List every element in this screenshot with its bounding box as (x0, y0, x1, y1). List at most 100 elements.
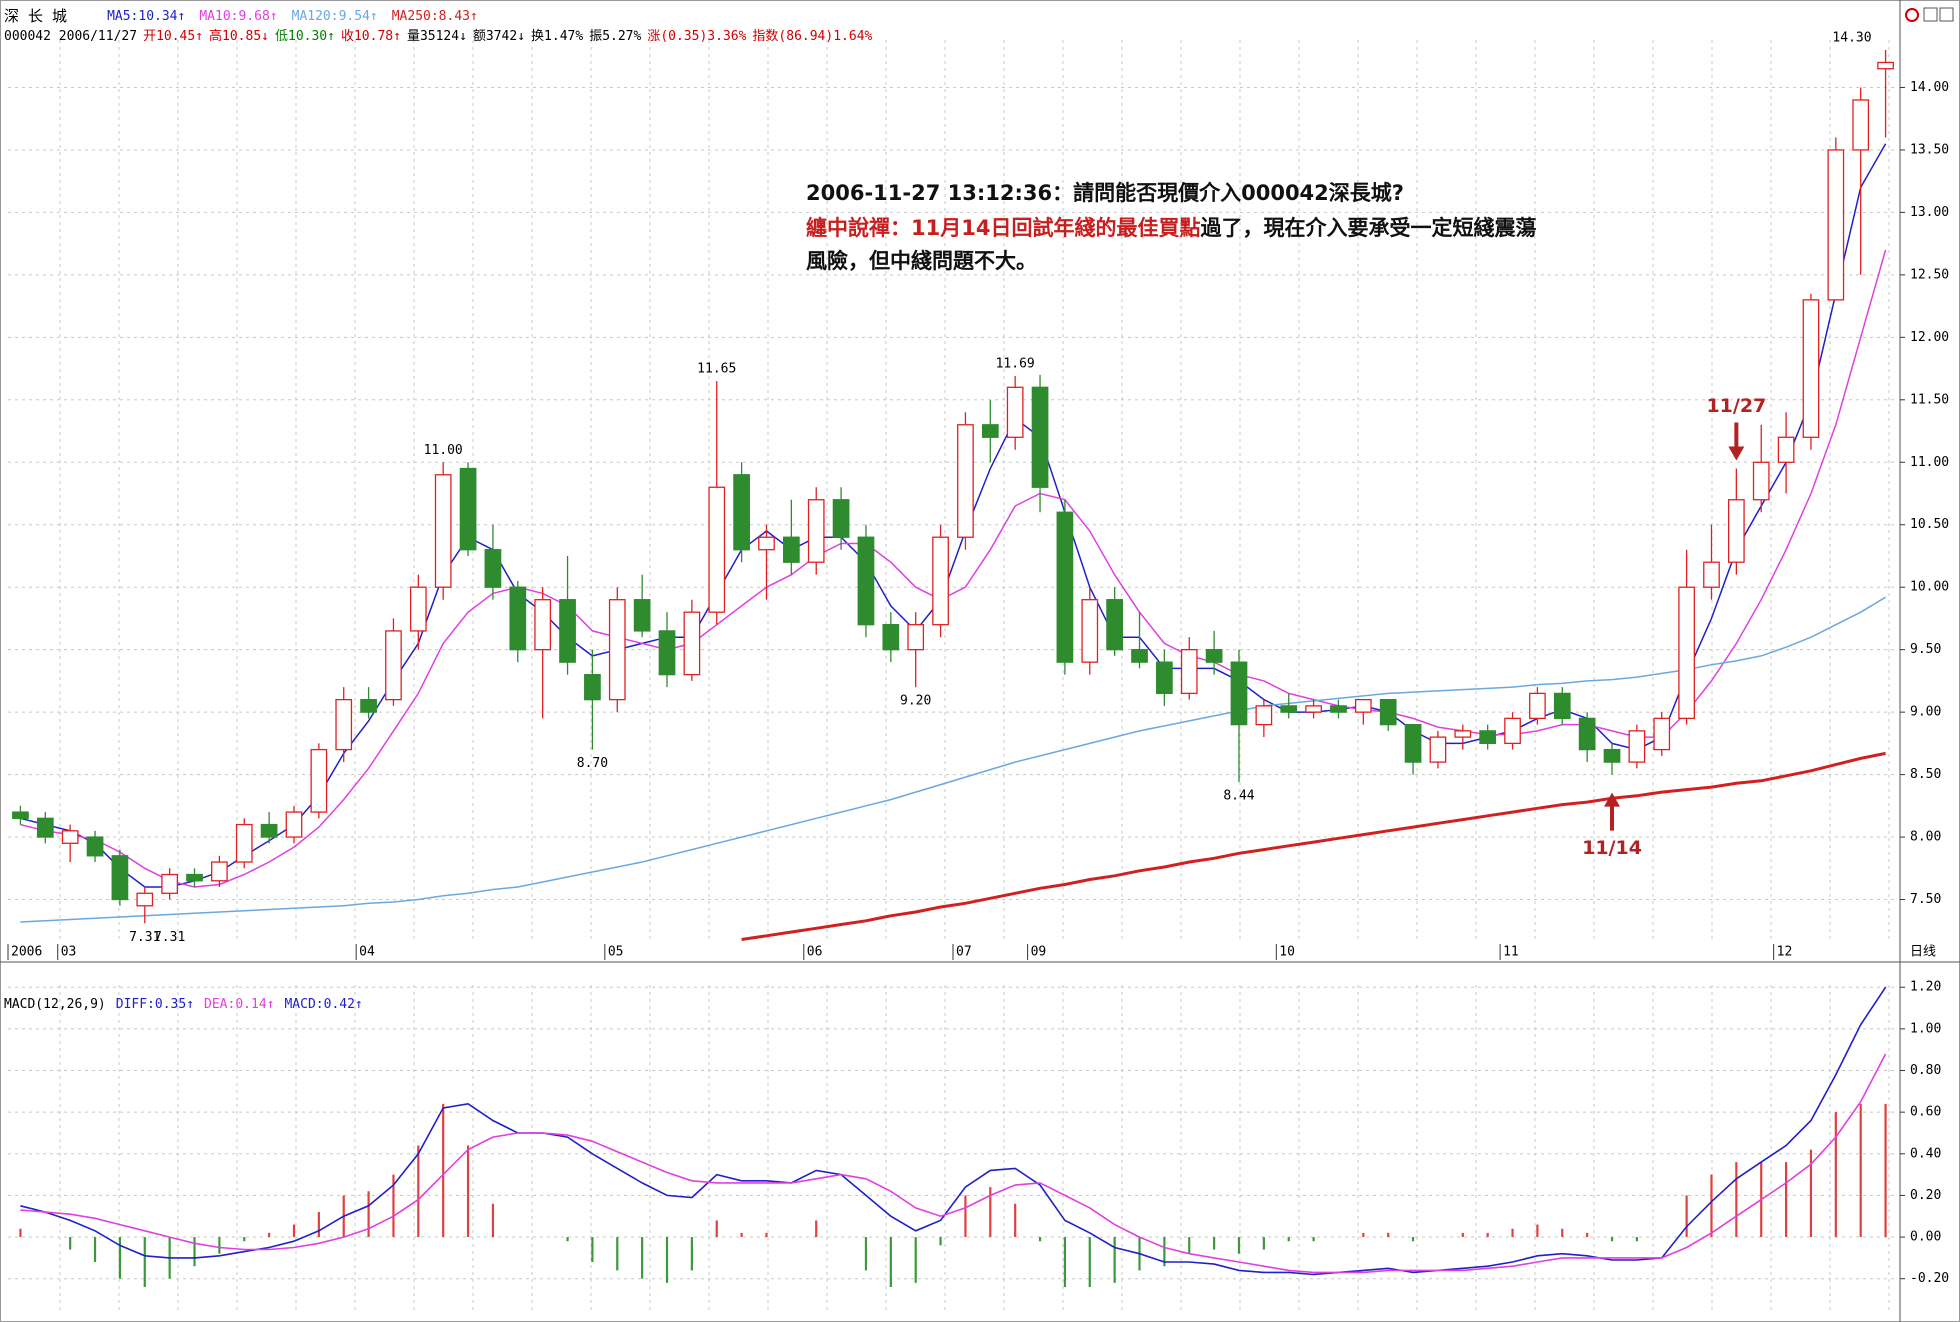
macd-header: MACD(12,26,9) DIFF:0.35↑ DEA:0.14↑ MACD:0.4… (4, 997, 363, 1012)
y-tick-label: 13.50 (1910, 142, 1949, 157)
legend-entry: MA5:10.34↑ (107, 9, 185, 24)
candle-body (61, 830, 79, 844)
legend-entry: MA250:8.43↑ (392, 9, 478, 24)
price-annotation: 8.44 (1223, 789, 1254, 804)
candle-body (1156, 661, 1173, 695)
y-tick-label: -0.20 (1910, 1271, 1949, 1286)
x-tick-label: 04 (359, 945, 375, 960)
candle-body (260, 823, 278, 838)
y-tick-label: 0.60 (1910, 1105, 1941, 1120)
price-annotation: 7.31 (154, 930, 185, 945)
candle-body (1180, 649, 1198, 695)
candle-body (1230, 661, 1248, 726)
toolbar-icons[interactable] (1905, 7, 1954, 22)
candle-body (981, 424, 999, 438)
x-tick-label: 09 (1031, 945, 1047, 960)
stock-header: 深 长 城 MA5:10.34↑ MA10:9.68↑ MA120:9.54↑ MA25… (4, 7, 478, 25)
ma-line (20, 596, 1886, 923)
quote-field: 换1.47% (531, 29, 583, 44)
candle-body (1255, 705, 1273, 726)
price-annotation: 7.31 (129, 930, 160, 945)
candle-body (1429, 736, 1447, 763)
y-tick-label: 8.50 (1910, 767, 1941, 782)
legend-entry: MA120:9.54↑ (292, 9, 378, 24)
candle-body (782, 536, 800, 563)
candle-body (1006, 386, 1024, 438)
candle-body (86, 836, 104, 857)
icon-anchor[interactable] (1905, 8, 1919, 22)
candle-body (683, 611, 701, 676)
quote-field: 000042 2006/11/27 (4, 29, 137, 44)
candle-body (807, 499, 825, 563)
y-tick-label: 9.50 (1910, 642, 1941, 657)
quote-field: 额3742↓ (473, 29, 525, 44)
candle-body (12, 811, 29, 819)
candle-body (1802, 299, 1820, 438)
candle-body (1578, 717, 1596, 751)
candle-body (832, 499, 850, 538)
candle-body (1131, 649, 1148, 663)
stock-name: 深 长 城 (4, 7, 67, 25)
candle-body (1727, 499, 1745, 563)
comment-line: 風險，但中綫問題不大。 (806, 249, 1037, 273)
candle-body (1056, 511, 1074, 663)
quote-field: 量35124↓ (407, 29, 467, 44)
candle-body (385, 630, 402, 701)
period-label: 日线 (1910, 945, 1936, 960)
y-tick-label: 11.00 (1910, 455, 1949, 470)
candle-body (360, 698, 377, 713)
legend-entry: DEA:0.14↑ (204, 997, 274, 1012)
candle-body (1454, 730, 1472, 738)
y-tick-label: 1.00 (1910, 1021, 1941, 1036)
candle-body (1678, 586, 1695, 720)
quote-field: 指数(86.94)1.64% (752, 29, 872, 44)
ma-line (741, 751, 1886, 941)
candle-body (1205, 649, 1223, 663)
candle-body (559, 599, 576, 663)
candle-body (907, 624, 925, 651)
candle-body (1852, 99, 1870, 151)
candle-body (534, 599, 552, 651)
quote-field: 开10.45↑ (143, 29, 203, 44)
candle-body (1305, 705, 1322, 713)
candle-body (1354, 698, 1372, 713)
x-tick-label: 11 (1503, 945, 1519, 960)
candle-body (1379, 698, 1397, 726)
candle-body (509, 586, 527, 651)
comment-text: 過了，現在介入要承受一定短綫震蕩 (1200, 216, 1536, 240)
icon-box[interactable] (1939, 7, 1954, 22)
candle-body (459, 467, 477, 551)
icon-box[interactable] (1923, 7, 1938, 22)
arrow-label: 11/27 (1706, 395, 1766, 417)
price-annotation: 14.30 (1832, 30, 1871, 45)
candle-body (285, 811, 303, 838)
legend-entry: MACD:0.42↑ (284, 997, 362, 1012)
candle-body (1404, 723, 1422, 763)
candle-body (584, 673, 601, 701)
quote-field: 涨(0.35)3.36% (647, 29, 746, 44)
candle-body (1504, 717, 1521, 745)
candle-body (1653, 717, 1671, 751)
y-tick-label: 1.20 (1910, 980, 1941, 995)
candle-body (1031, 386, 1049, 488)
candle-body (1081, 599, 1099, 663)
arrow-head (1728, 446, 1745, 461)
candle-body (111, 855, 129, 901)
ma-line (20, 143, 1887, 888)
candle-body (1330, 705, 1347, 713)
candle-body (1106, 599, 1124, 651)
candle-body (1628, 730, 1646, 763)
candle-body (957, 424, 974, 538)
y-tick-label: 11.50 (1910, 392, 1949, 407)
candle-body (1752, 461, 1770, 501)
candle-body (136, 892, 154, 907)
x-tick-label: 2006 (11, 945, 42, 960)
candle-body (1877, 61, 1894, 70)
comment-line: 纏中說禪：11月14日回試年綫的最佳買點過了，現在介入要承受一定短綫震蕩 (806, 216, 1536, 240)
x-tick-label: 03 (61, 945, 77, 960)
indicator-line (20, 986, 1887, 1276)
candle-body (733, 474, 750, 551)
y-tick-label: 10.00 (1910, 580, 1949, 595)
